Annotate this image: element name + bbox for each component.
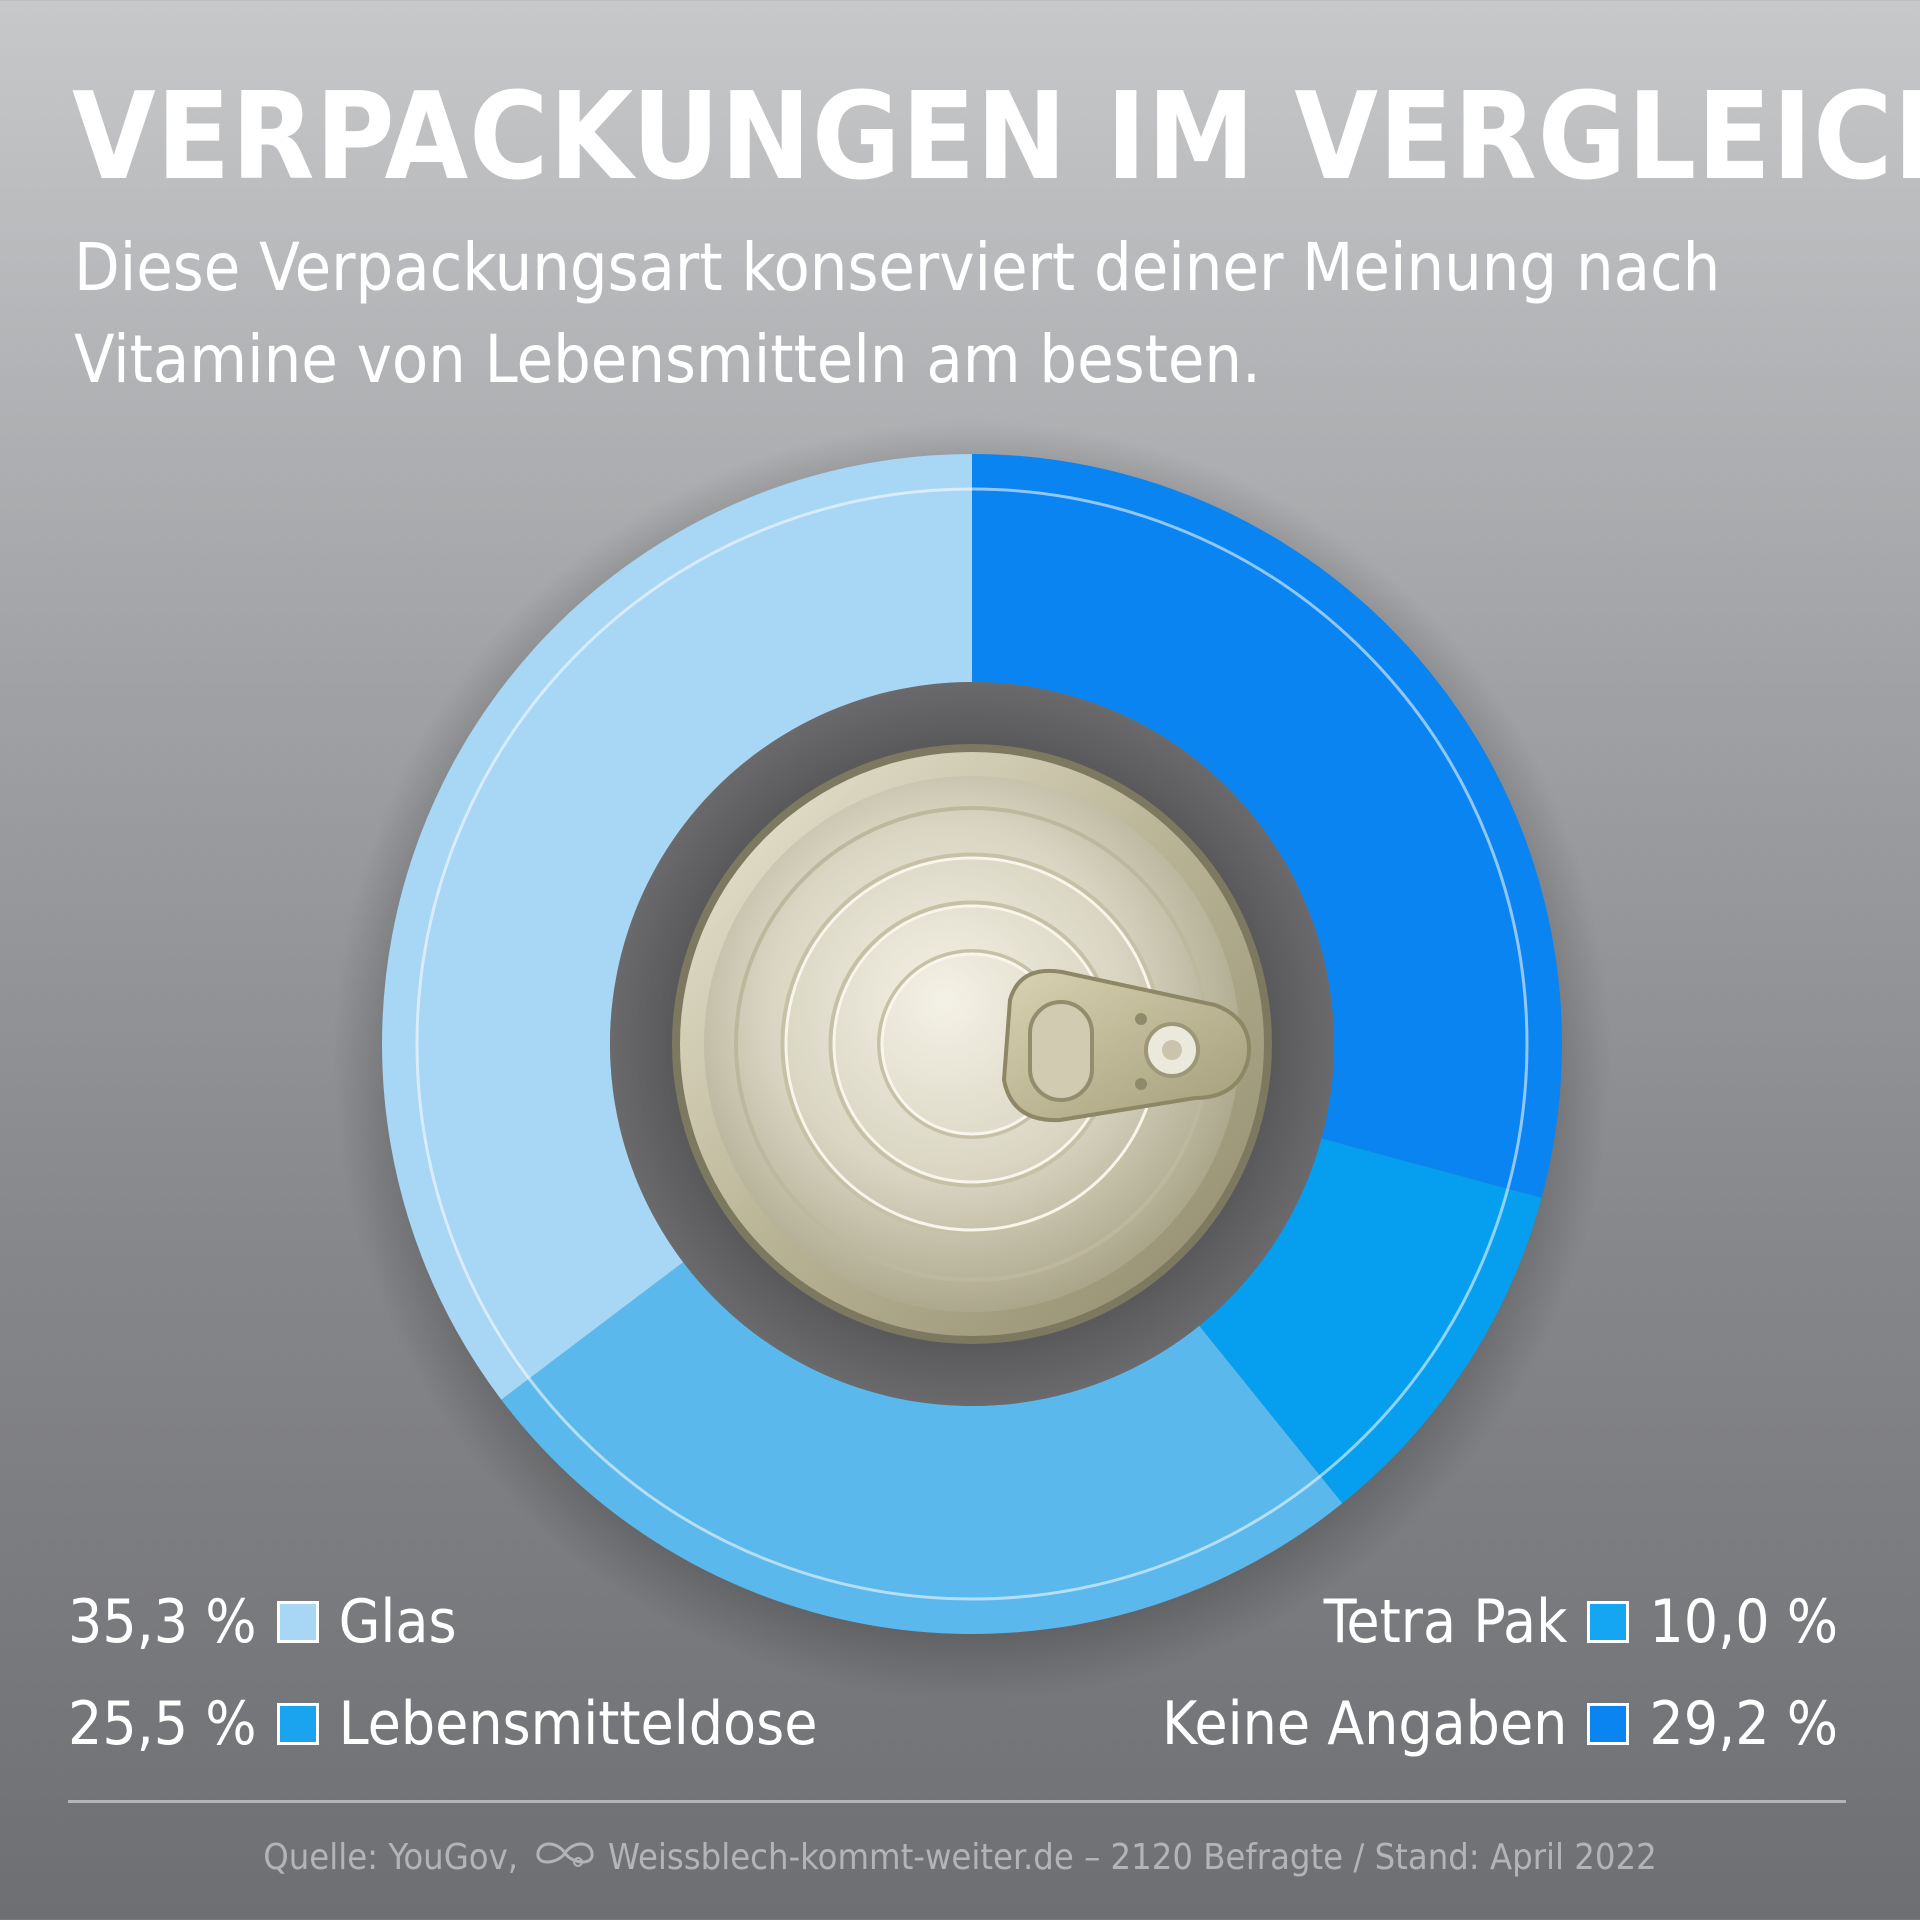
tin-can-lid-image <box>672 744 1272 1344</box>
donut-inner-line <box>415 487 1529 1601</box>
legend-value: 29,2 % <box>1649 1689 1838 1759</box>
legend-swatch-icon <box>1587 1703 1630 1745</box>
legend-item-tetra-pak: Tetra Pak 10,0 % <box>1324 1592 1838 1652</box>
legend-label: Keine Angaben <box>1161 1689 1568 1759</box>
pull-tab <box>1001 968 1251 1123</box>
legend-item-keine-angaben: Keine Angaben 29,2 % <box>1162 1694 1838 1754</box>
legend-value: 35,3 % <box>68 1587 257 1657</box>
donut-slice-glas <box>382 453 973 1400</box>
legend-label: Lebensmitteldose <box>338 1689 818 1759</box>
legend-label: Tetra Pak <box>1323 1587 1568 1657</box>
donut-slice-keine-angaben <box>972 454 1563 1198</box>
legend-swatch-icon <box>1587 1601 1630 1643</box>
source-note: Quelle: YouGov, Weissblech-kommt-weiter.… <box>0 1836 1920 1879</box>
footer-divider <box>68 1800 1846 1803</box>
donut-slices <box>382 453 1563 1635</box>
source-prefix: Quelle: YouGov, <box>263 1837 519 1878</box>
donut-slice-tetra-pak <box>1199 1138 1542 1504</box>
infinity-loop-icon <box>532 1836 598 1879</box>
source-suffix: Weissblech-kommt-weiter.de – 2120 Befrag… <box>608 1837 1657 1878</box>
legend-value: 25,5 % <box>68 1689 257 1759</box>
legend-item-glas: 35,3 % Glas <box>68 1592 457 1652</box>
legend-label: Glas <box>338 1587 457 1657</box>
chart-subtitle: Diese Verpackungsart konserviert deiner … <box>74 229 1721 398</box>
legend-swatch-icon <box>276 1601 319 1643</box>
legend-swatch-icon <box>276 1703 319 1745</box>
donut-slice-lebensmitteldose <box>501 1262 1343 1635</box>
legend-item-lebensmitteldose: 25,5 % Lebensmitteldose <box>68 1694 817 1754</box>
legend-value: 10,0 % <box>1649 1587 1838 1657</box>
chart-title: VERPACKUNGEN IM VERGLEICH <box>72 68 1920 207</box>
